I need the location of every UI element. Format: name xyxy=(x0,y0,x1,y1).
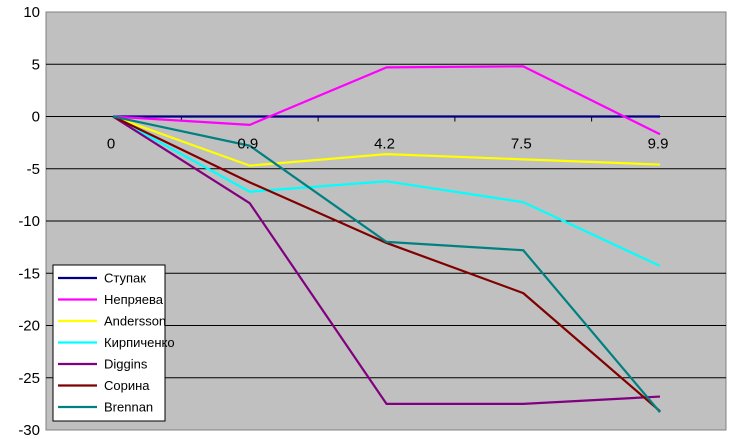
series-line xyxy=(112,115,661,267)
x-tick-label: 0 xyxy=(107,136,115,153)
legend-label: Diggins xyxy=(104,357,148,372)
legend-label: Сорина xyxy=(104,378,150,393)
y-tick-label: -5 xyxy=(27,161,40,178)
legend-label: Brennan xyxy=(104,400,153,415)
legend-label: Andersson xyxy=(104,314,166,329)
y-tick-label: 0 xyxy=(32,109,40,126)
y-tick-label: -10 xyxy=(18,213,40,230)
y-axis-ticks: 10 5 0 -5 -10 -15 -20 -25 -30 xyxy=(18,4,40,439)
x-tick-label: 0.9 xyxy=(237,136,258,153)
y-tick-label: 10 xyxy=(23,4,40,21)
x-tick-label: 4.2 xyxy=(374,136,395,153)
series-line xyxy=(112,115,661,413)
x-axis-ticks: 0 0.9 4.2 7.5 9.9 xyxy=(107,136,669,153)
x-tick-label: 9.9 xyxy=(648,136,669,153)
series-line xyxy=(112,65,661,136)
y-tick-label: -30 xyxy=(18,422,40,439)
y-tick-label: 5 xyxy=(32,56,40,73)
legend: Ступак Непряева Andersson Кирпиченко Diggins… xyxy=(52,264,175,422)
series-line xyxy=(112,115,661,405)
y-tick-label: -20 xyxy=(18,318,40,335)
y-tick-label: -25 xyxy=(18,370,40,387)
y-tick-label: -15 xyxy=(18,265,40,282)
legend-label: Кирпиченко xyxy=(104,335,175,350)
x-tick-label: 7.5 xyxy=(511,136,532,153)
legend-label: Непряева xyxy=(104,292,164,307)
series-lines xyxy=(112,65,661,413)
legend-label: Ступак xyxy=(104,271,146,286)
series-line xyxy=(112,115,661,167)
